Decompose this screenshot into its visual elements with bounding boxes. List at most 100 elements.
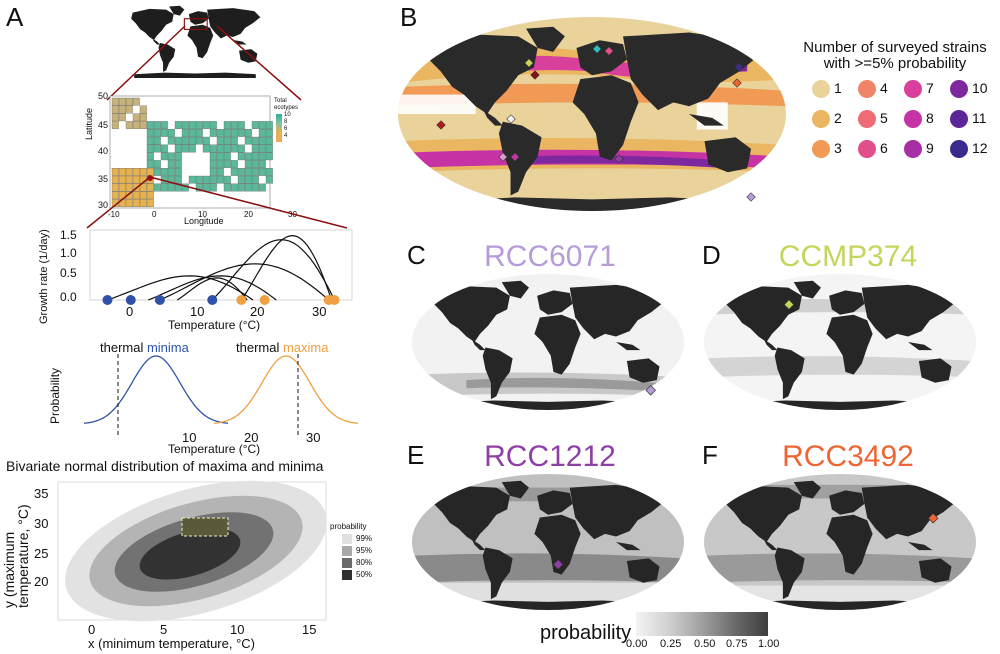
grid-cell [132,191,140,200]
probability-contour [139,528,241,580]
grid-cell [174,168,182,176]
colorbar-title: probability [540,622,632,644]
strain-marker [510,152,520,162]
grid-cell [244,160,252,168]
grid-cell [251,144,259,153]
strain-count-legend: 1 2 3 4 5 6 7 8 9 10 11 12 [812,80,992,170]
growth-curve [147,275,277,301]
grid-cell [146,199,154,207]
biv-ytick-25: 25 [34,546,49,561]
bivariate-legend-swatch-95 [342,546,352,556]
thermal-minima-word: minima [146,340,189,355]
grid-cell [167,136,175,145]
grid-cell [139,105,147,114]
lat-tick-50: 50 [97,91,108,101]
grid-cell [251,121,259,129]
strain-location-marker-f [927,512,939,524]
panel-label-f: F [702,440,718,470]
probability-curves [83,354,358,436]
grid-cell [258,136,266,145]
strain-count-legend-title: Number of surveyed strains with >=5% pro… [790,40,1000,72]
grid-cell [216,129,224,137]
grid-cell [118,175,126,184]
probability-map-f [704,474,976,610]
grid-cell [223,175,231,184]
ecotype-legend-colorbar [276,114,282,142]
grid-cell [265,136,273,145]
panel-label-d: D [702,240,721,270]
grid-cell [195,136,203,145]
strain-count-swatch [858,140,876,158]
strain-count-swatch [904,110,922,128]
lat-tick-35: 35 [97,174,108,184]
grid-cell [125,121,133,129]
bivariate-title: Bivariate normal distribution of maxima … [6,458,324,474]
grid-cell [111,168,119,176]
grid-cell [258,152,266,161]
grid-cell [258,160,266,168]
strain-marker [734,62,744,72]
strain-title-c: RCC6071 [484,240,616,273]
grid-cell [153,129,161,137]
panel-label-a: A [6,2,24,32]
ecotype-legend-values: 10 8 6 4 [284,112,291,140]
growth-ylabel: Growth rate (1/day) [38,229,50,324]
growth-curves [89,229,353,305]
grid-cell [167,168,175,176]
thermal-maxima-prefix: thermal [236,340,283,355]
grid-cell [244,129,252,137]
maxima-density-curve [213,355,358,424]
growth-curve [176,277,248,301]
grid-cell [258,129,266,137]
strain-marker [530,70,540,80]
grid-cell [209,129,217,137]
grid-cell [153,136,161,145]
grid-cell [223,183,231,192]
prob-xtick-30: 30 [306,430,321,445]
grid-cell [216,160,224,168]
bivariate-legend-label: 50% [356,570,373,579]
grid-cell [202,144,210,153]
grid-cell [111,97,119,106]
strain-count-legend-title-line1: Number of surveyed strains [803,39,987,56]
growth-ytick-0.0: 0.0 [60,290,77,304]
grid-cell [132,175,140,184]
grid-cell [118,105,126,114]
strain-marker [524,58,534,68]
colorbar-tick: 0.00 [626,638,648,650]
growth-xlabel: Temperature (°C) [168,318,261,332]
panel-label-c: C [407,240,426,270]
grid-cell [167,129,175,137]
grid-cell [160,121,168,129]
lon-tick-m10: -10 [108,210,120,219]
strain-title-e: RCC1212 [484,440,616,473]
grid-cell [174,136,182,145]
prob-xlabel: Temperature (°C) [168,442,261,456]
strain-count-label: 12 [972,140,988,156]
strain-marker [592,44,602,54]
grid-cell [237,121,245,129]
strain-count-swatch [950,110,968,128]
strain-title-f: RCC3492 [782,440,914,473]
grid-cell [111,105,119,114]
thermal-maxima-label: thermal maxima [236,340,328,355]
grid-cell [118,183,126,192]
grid-cell [223,152,231,161]
strain-count-label: 4 [880,80,888,96]
grid-cell [237,152,245,161]
colorbar-tick: 0.50 [694,638,716,650]
strain-markers [436,44,756,202]
bivariate-legend-swatch-99 [342,534,352,544]
strain-count-swatch [812,80,830,98]
grid-cell [265,121,273,129]
strain-count-label: 8 [926,110,934,126]
strain-location-marker-d [783,299,795,310]
grid-cell [125,105,133,114]
bivariate-ylabel: y (maximum temperature, °C) [1,504,31,608]
grid-cell [167,175,175,184]
grid-cell [132,199,140,207]
ecotype-legend-value: 6 [284,126,288,132]
grid-cell [111,113,119,122]
grid-cell [181,144,189,153]
grid-cell [125,97,133,106]
